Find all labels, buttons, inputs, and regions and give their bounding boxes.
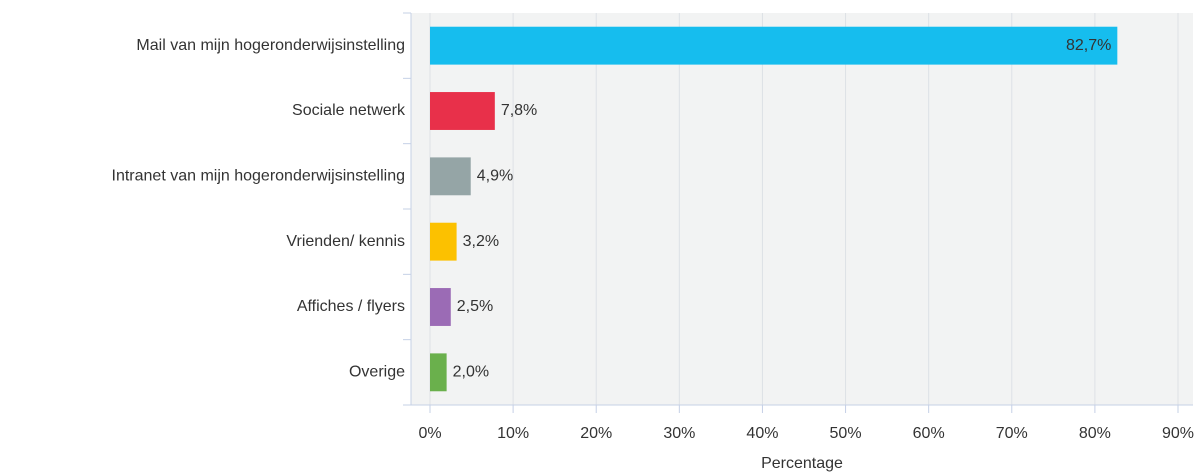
bar (430, 353, 447, 392)
y-tick-label: Overige (349, 364, 405, 381)
y-tick-label: Mail van mijn hogeronderwijsinstelling (136, 37, 405, 54)
bar (430, 222, 457, 261)
data-label: 3,2% (463, 233, 499, 250)
y-tick-label: Vrienden/ kennis (286, 233, 405, 250)
y-tick-label: Affiches / flyers (297, 298, 405, 315)
plot-background (411, 13, 1193, 405)
bar (430, 92, 495, 130)
bar (430, 288, 451, 326)
x-tick-label: 70% (996, 425, 1028, 442)
x-axis-title: Percentage (761, 455, 843, 472)
y-tick-label: Intranet van mijn hogeronderwijsinstelli… (112, 168, 406, 185)
x-tick-label: 90% (1162, 425, 1194, 442)
x-tick-label: 50% (830, 425, 862, 442)
data-label: 82,7% (1066, 37, 1111, 54)
data-label: 7,8% (501, 102, 537, 119)
x-tick-label: 80% (1079, 425, 1111, 442)
data-label: 2,0% (453, 364, 489, 381)
x-tick-label: 0% (418, 425, 441, 442)
x-tick-label: 10% (497, 425, 529, 442)
x-tick-label: 30% (663, 425, 695, 442)
y-tick-label: Sociale netwerk (292, 102, 406, 119)
x-tick-label: 60% (913, 425, 945, 442)
bar (430, 157, 471, 196)
data-label: 2,5% (457, 298, 493, 315)
bar (430, 26, 1118, 65)
x-tick-label: 20% (580, 425, 612, 442)
data-label: 4,9% (477, 168, 513, 185)
x-tick-label: 40% (746, 425, 778, 442)
